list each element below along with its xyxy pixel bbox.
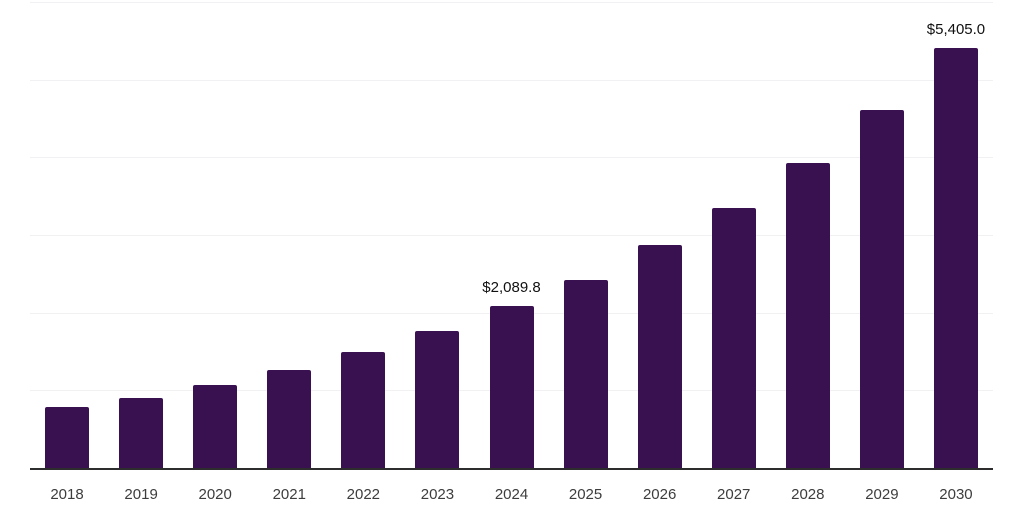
- x-tick-label-2028: 2028: [791, 486, 825, 503]
- gridline-6000: [30, 2, 993, 3]
- x-axis-line: [30, 468, 993, 470]
- x-tick-label-2026: 2026: [642, 486, 677, 503]
- x-tick-label-2025: 2025: [568, 486, 603, 503]
- x-tick-label-2024: 2024: [494, 486, 529, 503]
- bar-2023: [415, 330, 460, 468]
- bar-2018: [45, 407, 90, 468]
- bar-2020: [193, 384, 238, 468]
- x-tick-label-2018: 2018: [50, 486, 84, 503]
- data-label-2030: $5,405.0: [926, 21, 986, 39]
- bar-2030: [933, 48, 978, 468]
- bar-2022: [341, 351, 386, 468]
- gridline-3000: [30, 235, 993, 236]
- bar-2024: [489, 305, 534, 468]
- x-tick-label-2021: 2021: [272, 486, 306, 503]
- x-tick-label-2027: 2027: [717, 486, 751, 503]
- bar-2019: [119, 398, 164, 468]
- x-tick-label-2022: 2022: [346, 486, 381, 503]
- bar-2025: [563, 280, 608, 468]
- bar-2027: [711, 207, 756, 468]
- x-tick-label-2019: 2019: [124, 486, 158, 503]
- gridline-4000: [30, 157, 993, 159]
- x-tick-label-2020: 2020: [198, 486, 232, 503]
- x-tick-label-2030: 2030: [939, 486, 973, 503]
- bar-2028: [785, 163, 830, 468]
- data-label-2024: $2,089.8: [482, 278, 541, 296]
- bar-2026: [637, 245, 682, 468]
- x-tick-label-2029: 2029: [865, 486, 899, 503]
- bar-2029: [859, 109, 904, 468]
- gridline-5000: [30, 79, 993, 81]
- bar-2021: [267, 370, 312, 468]
- x-tick-label-2023: 2023: [420, 486, 455, 503]
